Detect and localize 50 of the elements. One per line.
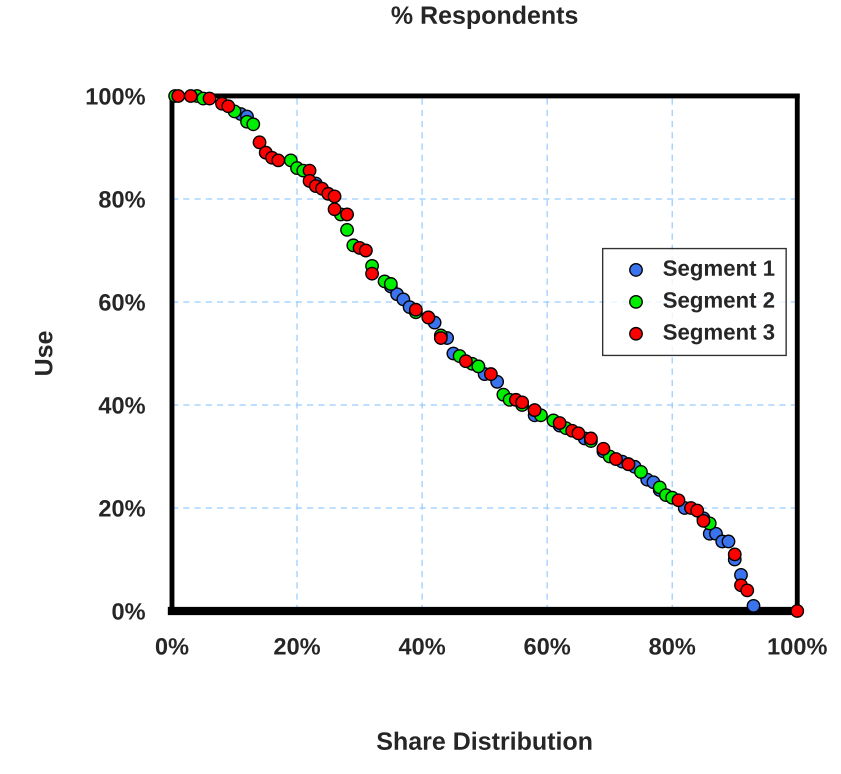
- point: [328, 202, 342, 216]
- x-tick-label: 80%: [649, 638, 696, 655]
- x-axis-title: Share Distribution: [377, 732, 592, 750]
- point: [515, 396, 530, 410]
- point: [790, 604, 804, 618]
- legend-label: Segment 1: [663, 260, 774, 280]
- point: [672, 493, 686, 508]
- point: [365, 266, 379, 281]
- point: [728, 547, 742, 562]
- point: [552, 416, 567, 430]
- point: [746, 598, 760, 613]
- y-tick-label: 20%: [99, 500, 145, 517]
- point: [722, 534, 736, 548]
- point: [202, 92, 216, 106]
- point: [740, 583, 754, 598]
- x-tick-label: 40%: [398, 638, 446, 655]
- legend-label: Segment 3: [663, 324, 774, 344]
- point: [328, 190, 342, 204]
- x-tick-label: 60%: [524, 638, 570, 655]
- x-tick-label: 100%: [768, 638, 827, 655]
- point: [458, 354, 473, 368]
- point: [340, 222, 354, 237]
- chart-title: % Respondents: [391, 6, 578, 29]
- y-tick-label: 100%: [86, 88, 145, 105]
- x-tick-label: 20%: [274, 638, 320, 655]
- point: [572, 426, 586, 440]
- point: [696, 514, 710, 528]
- point: [434, 331, 448, 345]
- point: [384, 277, 398, 291]
- point: [584, 432, 598, 446]
- point: [184, 89, 198, 103]
- point: [609, 452, 623, 466]
- y-axis-title: Use: [35, 331, 52, 375]
- point: [271, 153, 286, 168]
- point: [221, 99, 236, 114]
- point: [252, 135, 266, 150]
- y-tick-label: 60%: [99, 294, 145, 311]
- point: [171, 89, 186, 103]
- point: [246, 117, 260, 132]
- point: [634, 465, 648, 479]
- point: [340, 208, 354, 222]
- point: [484, 367, 498, 381]
- legend-label: Segment 2: [663, 292, 774, 312]
- y-tick-label: 0%: [112, 603, 145, 620]
- point: [408, 302, 423, 317]
- point: [596, 442, 610, 456]
- y-tick-label: 40%: [98, 397, 145, 414]
- point: [690, 504, 704, 518]
- y-tick-label: 80%: [99, 191, 145, 208]
- x-tick-label: 0%: [156, 638, 188, 655]
